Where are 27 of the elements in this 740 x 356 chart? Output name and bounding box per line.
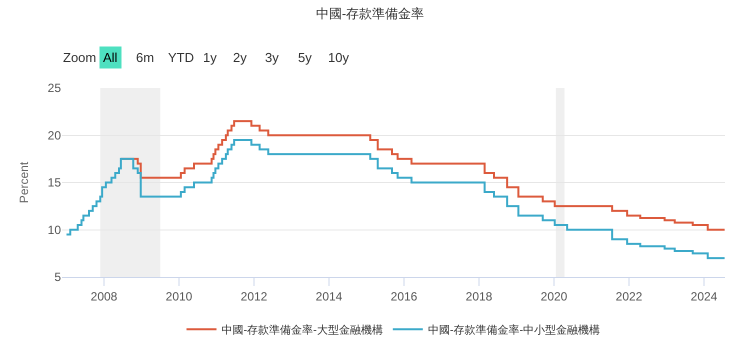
text: 6m (136, 50, 154, 65)
x-tick-label: 2014 (316, 289, 343, 304)
y-tick-label: 20 (48, 128, 62, 142)
legend-label: 中國-存款準備金率-中小型金融機構 (428, 324, 600, 337)
x-tick-label: 2012 (240, 289, 268, 304)
x-tick-label: 2010 (166, 289, 193, 304)
x-tick-label: 2008 (90, 289, 118, 304)
chart-title: 中國-存款準備金率 (316, 6, 424, 21)
x-tick-label: 2020 (540, 289, 568, 304)
x-tick-label: 2022 (616, 289, 643, 304)
legend-label: 中國-存款準備金率-大型金融機構 (222, 324, 383, 337)
text: 5y (298, 50, 312, 65)
x-tick-label: 2018 (466, 289, 493, 304)
y-tick-label: 25 (48, 81, 62, 96)
y-tick-label: 5 (54, 270, 62, 284)
y-axis-title: Percent (17, 161, 31, 204)
y-tick-label: 10 (48, 222, 62, 237)
text: Zoom (63, 50, 96, 65)
y-tick-label: 15 (48, 176, 62, 190)
text: 10y (328, 50, 350, 65)
text: All (103, 50, 118, 65)
text: 3y (265, 50, 280, 65)
text: 1y (203, 50, 218, 65)
text: 2y (233, 50, 248, 65)
x-tick-label: 2016 (390, 289, 418, 304)
text: YTD (168, 50, 194, 65)
x-tick-label: 2024 (690, 289, 718, 304)
